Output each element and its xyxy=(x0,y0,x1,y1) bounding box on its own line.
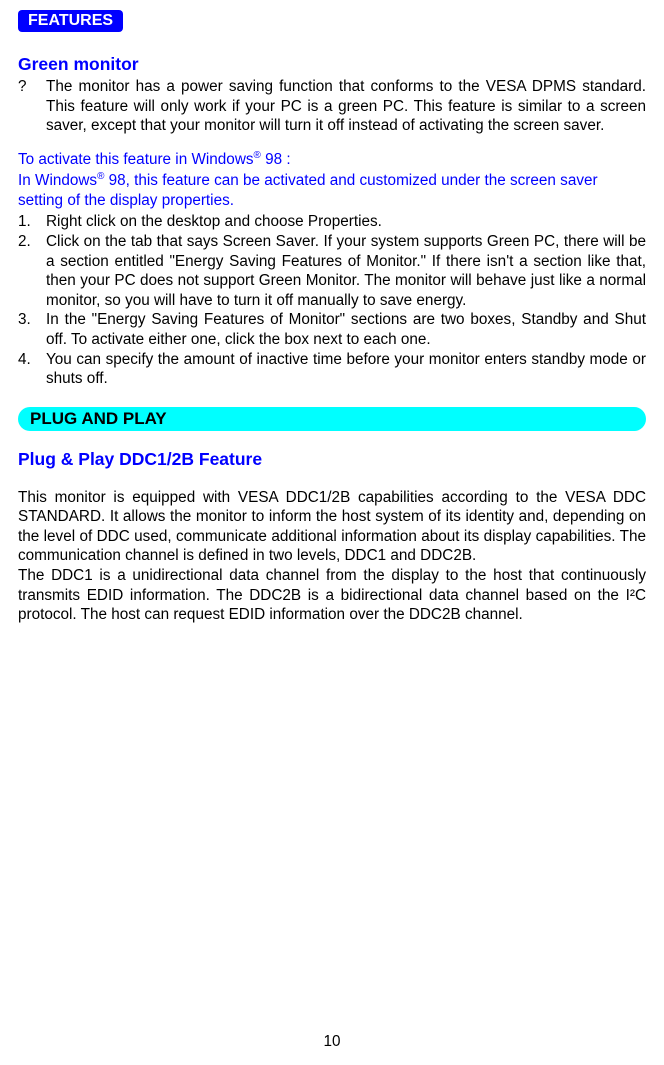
step-item: Right click on the desktop and choose Pr… xyxy=(18,212,646,232)
features-badge: FEATURES xyxy=(18,10,123,32)
green-monitor-bullet: ? The monitor has a power saving functio… xyxy=(18,77,646,136)
green-monitor-heading: Green monitor xyxy=(18,54,646,75)
step-text: Click on the tab that says Screen Saver.… xyxy=(46,232,646,310)
step-item: You can specify the amount of inactive t… xyxy=(18,350,646,389)
plug-play-para-1: This monitor is equipped with VESA DDC1/… xyxy=(18,488,646,566)
plug-and-play-header: PLUG AND PLAY xyxy=(18,407,646,431)
registered-mark: ® xyxy=(254,150,261,161)
page-number: 10 xyxy=(0,1033,664,1051)
activate-line1-pre: To activate this feature in Windows xyxy=(18,151,254,168)
activate-line-1: To activate this feature in Windows® 98 … xyxy=(18,150,646,170)
plug-play-subheading: Plug & Play DDC1/2B Feature xyxy=(18,449,646,470)
bullet-mark: ? xyxy=(18,77,46,97)
step-text: Right click on the desktop and choose Pr… xyxy=(46,212,382,232)
activate-line2-pre: In Windows xyxy=(18,172,97,189)
activate-line-2: In Windows® 98, this feature can be acti… xyxy=(18,171,646,210)
step-text: In the "Energy Saving Features of Monito… xyxy=(46,310,646,349)
activate-line1-post: 98 : xyxy=(261,151,291,168)
step-item: Click on the tab that says Screen Saver.… xyxy=(18,232,646,310)
plug-play-para-2: The DDC1 is a unidirectional data channe… xyxy=(18,566,646,625)
step-item: In the "Energy Saving Features of Monito… xyxy=(18,310,646,349)
activate-line2-post: 98, this feature can be activated and cu… xyxy=(18,172,598,209)
steps-list: Right click on the desktop and choose Pr… xyxy=(18,212,646,388)
green-monitor-text: The monitor has a power saving function … xyxy=(46,77,646,136)
step-text: You can specify the amount of inactive t… xyxy=(46,350,646,389)
